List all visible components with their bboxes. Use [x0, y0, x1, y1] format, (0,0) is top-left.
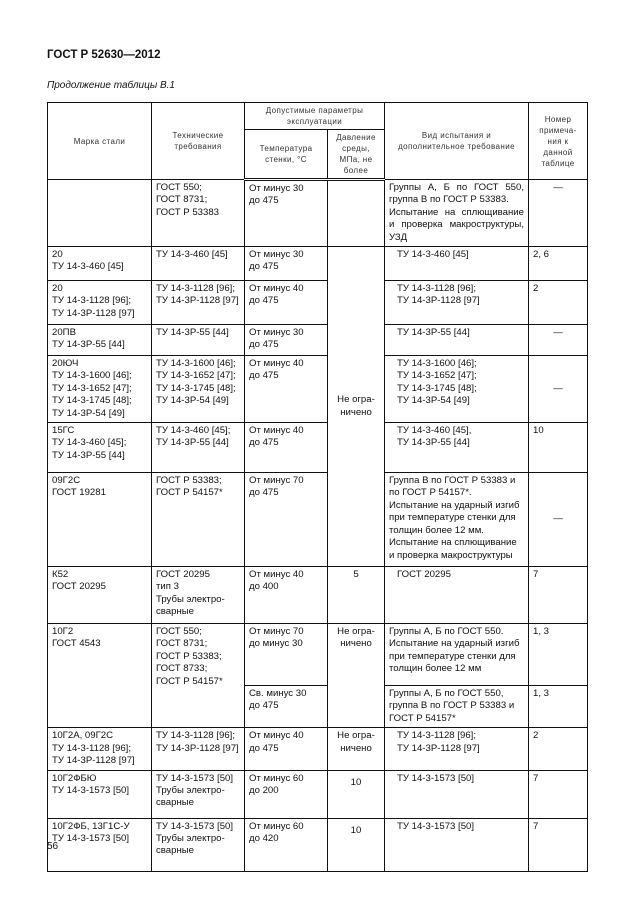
cell-mark: 20 ТУ 14-3-460 [45]: [47, 246, 152, 282]
header-temp: Температура стенки, °С: [244, 129, 328, 181]
table-row: 20ЮЧ ТУ 14-3-1600 [46]; ТУ 14-3-1652 [47…: [47, 355, 588, 424]
header-pressure: Давление среды, МПа, не более: [327, 129, 385, 181]
table-row: К52 ГОСТ 20295 ГОСТ 20295 тип 3 Трубы эл…: [47, 566, 588, 625]
cell-mark: К52 ГОСТ 20295: [47, 566, 152, 625]
cell-tech: ГОСТ 20295 тип 3 Трубы электро- сварные: [151, 566, 245, 625]
cell-note: 1, 3: [528, 685, 588, 729]
cell-test: ГОСТ 20295: [384, 566, 529, 625]
header-test: Вид испытания и дополнительное требовани…: [384, 102, 529, 180]
table-row: 15ГС ТУ 14-3-460 [45]; ТУ 14-3Р-55 [44] …: [47, 422, 588, 474]
cell-tech: ТУ 14-3Р-55 [44]: [151, 324, 245, 357]
cell-test: Группы А, Б по ГОСТ 550. Испытание на уд…: [384, 623, 529, 687]
cell-test: ТУ 14-3-460 [45], ТУ 14-3Р-55 [44]: [384, 422, 529, 474]
document-title: ГОСТ Р 52630—2012: [47, 49, 161, 61]
cell-mark: 10Г2ФБ, 13Г1С-У ТУ 14-3-1573 [50]: [47, 817, 152, 872]
cell-tech: ТУ 14-3-460 [45]: [151, 246, 245, 282]
cell-temp: От минус 30 до 475: [244, 246, 328, 282]
table-row: ГОСТ 550; ГОСТ 8731; ГОСТ Р 53383 От мин…: [47, 178, 588, 248]
cell-note: 7: [528, 566, 588, 625]
header-tech: Технические требования: [151, 102, 245, 180]
cell-tech: ТУ 14-3-1573 [50] Трубы электро- сварные: [151, 817, 245, 872]
cell-note: —: [528, 324, 588, 357]
cell-mark: 15ГС ТУ 14-3-460 [45]; ТУ 14-3Р-55 [44]: [47, 422, 152, 474]
cell-note: 7: [528, 817, 588, 872]
cell-tech: ГОСТ 550; ГОСТ 8731; ГОСТ Р 53383; ГОСТ …: [151, 623, 245, 729]
cell-test: ТУ 14-3-1128 [96]; ТУ 14-3Р-1128 [97]: [384, 727, 529, 771]
cell-temp: От минус 30 до 475: [244, 178, 328, 248]
cell-mark: 10Г2А, 09Г2С ТУ 14-3-1128 [96]; ТУ 14-3Р…: [47, 727, 152, 771]
cell-test: ТУ 14-3-460 [45]: [384, 246, 529, 282]
cell-temp: От минус 40 до 475: [244, 422, 328, 474]
cell-test: Группы А, Б по ГОСТ 550, группа В по ГОС…: [384, 178, 529, 248]
cell-temp: От минус 30 до 475: [244, 324, 328, 357]
cell-temp: От минус 40 до 475: [244, 280, 328, 326]
table-row: 10Г2 ГОСТ 4543 ГОСТ 550; ГОСТ 8731; ГОСТ…: [47, 623, 588, 729]
cell-mark: [47, 178, 152, 248]
table-row: 20 ТУ 14-3-1128 [96]; ТУ 14-3Р-1128 [97]…: [47, 280, 588, 326]
cell-mark: 09Г2С ГОСТ 19281: [47, 472, 152, 568]
cell-temp: Св. минус 30 до 475: [244, 685, 328, 729]
cell-test: ТУ 14-3-1600 [46]; ТУ 14-3-1652 [47]; ТУ…: [384, 355, 529, 424]
cell-note: —: [528, 178, 588, 248]
header-params: Допустимые параметры эксплуатации: [244, 102, 385, 130]
cell-test: ТУ 14-3Р-55 [44]: [384, 324, 529, 357]
cell-tech: ТУ 14-3-1128 [96]; ТУ 14-3Р-1128 [97]: [151, 727, 245, 771]
cell-temp: От минус 70 до минус 30: [244, 623, 328, 687]
cell-test: Группа В по ГОСТ Р 53383 и по ГОСТ Р 541…: [384, 472, 529, 568]
table-row: 10Г2А, 09Г2С ТУ 14-3-1128 [96]; ТУ 14-3Р…: [47, 727, 588, 771]
cell-tech: ГОСТ 550; ГОСТ 8731; ГОСТ Р 53383: [151, 178, 245, 248]
table-row: 10Г2ФБ, 13Г1С-У ТУ 14-3-1573 [50] ТУ 14-…: [47, 817, 588, 872]
table-row: 10Г2ФБЮ ТУ 14-3-1573 [50] ТУ 14-3-1573 […: [47, 769, 588, 819]
cell-tech: ТУ 14-3-1600 [46]; ТУ 14-3-1652 [47]; ТУ…: [151, 355, 245, 424]
table-subrow: Св. минус 30 до 475 Группы А, Б по ГОСТ …: [48, 685, 588, 729]
cell-tech: ТУ 14-3-460 [45]; ТУ 14-3Р-55 [44]: [151, 422, 245, 474]
cell-mark: 10Г2ФБЮ ТУ 14-3-1573 [50]: [47, 769, 152, 819]
cell-note: 2: [528, 280, 588, 326]
cell-note: —: [528, 355, 588, 424]
steel-pipes-table: Марка стали Технические требования Допус…: [47, 102, 588, 872]
cell-note: —: [528, 472, 588, 568]
cell-note: 7: [528, 769, 588, 819]
cell-temp: От минус 40 до 475: [244, 355, 328, 424]
table-row: 20ПВ ТУ 14-3Р-55 [44] ТУ 14-3Р-55 [44] О…: [47, 324, 588, 357]
cell-tech: ГОСТ Р 53383; ГОСТ Р 54157*: [151, 472, 245, 568]
table-row: 09Г2С ГОСТ 19281 ГОСТ Р 53383; ГОСТ Р 54…: [47, 472, 588, 568]
cell-note: 1, 3: [528, 623, 588, 687]
cell-tech: ТУ 14-3-1573 [50] Трубы электро- сварные: [151, 769, 245, 819]
cell-tech: ТУ 14-3-1128 [96]; ТУ 14-3Р-1128 [97]: [151, 280, 245, 326]
cell-mark: 10Г2 ГОСТ 4543: [47, 623, 152, 729]
cell-temp: От минус 60 до 200: [244, 769, 328, 819]
page-number: 56: [47, 841, 59, 852]
cell-pressure: 10: [327, 817, 385, 872]
cell-pressure: 5: [327, 566, 385, 625]
cell-pressure: [327, 178, 385, 248]
cell-test: ТУ 14-3-1128 [96]; ТУ 14-3Р-1128 [97]: [384, 280, 529, 326]
cell-test: ТУ 14-3-1573 [50]: [384, 769, 529, 819]
cell-temp: От минус 40 до 400: [244, 566, 328, 625]
cell-temp: От минус 40 до 475: [244, 727, 328, 771]
cell-pressure: Не огра- ничено: [327, 727, 385, 771]
cell-pressure: 10: [327, 769, 385, 819]
cell-mark: 20ЮЧ ТУ 14-3-1600 [46]; ТУ 14-3-1652 [47…: [47, 355, 152, 424]
cell-note: 10: [528, 422, 588, 474]
header-note: Номер примеча-ния к данной таблице: [528, 102, 588, 180]
cell-mark: 20ПВ ТУ 14-3Р-55 [44]: [47, 324, 152, 357]
cell-test: Группы А, Б по ГОСТ 550, группа В по ГОС…: [384, 685, 529, 729]
header-mark: Марка стали: [47, 102, 152, 180]
cell-note: 2, 6: [528, 246, 588, 282]
cell-pressure-merged: Не огра- ничено: [327, 246, 385, 568]
cell-note: 2: [528, 727, 588, 771]
cell-temp: От минус 70 до 475: [244, 472, 328, 568]
cell-pressure: Не огра- ничено: [327, 623, 385, 729]
table-caption: Продолжение таблицы В.1: [47, 80, 175, 91]
cell-test: ТУ 14-3-1573 [50]: [384, 817, 529, 872]
cell-mark: 20 ТУ 14-3-1128 [96]; ТУ 14-3Р-1128 [97]: [47, 280, 152, 326]
table-row: 20 ТУ 14-3-460 [45] ТУ 14-3-460 [45] От …: [47, 246, 588, 568]
cell-temp: От минус 60 до 420: [244, 817, 328, 872]
